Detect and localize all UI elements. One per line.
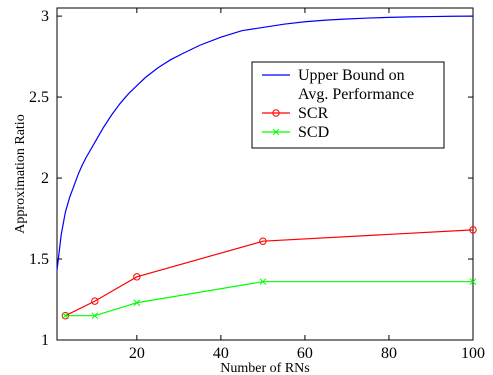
data-point-scd-stroke-b — [91, 312, 99, 320]
y-tick-label: 1.5 — [29, 251, 49, 268]
y-tick-label: 3 — [41, 8, 49, 25]
labels-layer: Number of RNs Approximation Ratio — [13, 114, 310, 375]
data-point-scd-stroke-b — [259, 278, 267, 286]
data-point-scr-circle — [259, 237, 267, 245]
legend-marker-scr-circle — [272, 109, 280, 117]
axes-layer — [56, 7, 474, 341]
x-tick-label: 40 — [213, 345, 229, 362]
legend-label-scr: SCR — [298, 105, 329, 122]
legend-label-scd: SCD — [298, 124, 329, 141]
legend-label-upper-bound-on-avg-performance: Avg. Performance — [298, 86, 414, 103]
legend-layer: Upper Bound on Avg. Performance SCR SCD — [251, 61, 445, 149]
x-axis-title: Number of RNs — [220, 361, 309, 375]
legend-marker-scr — [272, 109, 280, 117]
x-tick-label: 100 — [461, 345, 485, 362]
x-tick-label: 20 — [129, 345, 145, 362]
data-point-scr-circle — [133, 273, 141, 281]
data-point-scd — [259, 278, 267, 286]
series-line-scr — [65, 229, 474, 317]
data-point-scd — [133, 299, 141, 307]
x-tick-label: 80 — [381, 345, 397, 362]
data-point-scr — [133, 273, 141, 281]
data-point-scr-circle — [91, 297, 99, 305]
data-point-scd — [91, 312, 99, 320]
legend-marker-scd-stroke-b — [272, 128, 280, 136]
ticks-layer: 20 40 60 80 100 1 1.5 2 2.5 3 — [29, 8, 485, 362]
data-point-scr — [259, 237, 267, 245]
legend-marker-scd — [272, 128, 280, 136]
data-point-scr — [469, 226, 477, 234]
y-tick-label: 2 — [41, 170, 49, 187]
data-point-scd-stroke-b — [469, 278, 477, 286]
plot-frame — [56, 7, 474, 341]
legend-box — [251, 61, 445, 149]
data-point-scd-stroke-b — [133, 299, 141, 307]
data-point-scd-stroke-b — [62, 312, 69, 320]
x-tick-label: 60 — [297, 345, 313, 362]
series-layer — [56, 15, 477, 320]
y-tick-label: 1 — [41, 332, 49, 349]
y-tick-label: 2.5 — [29, 89, 49, 106]
data-point-scd — [469, 278, 477, 286]
data-point-scd — [62, 312, 69, 320]
data-point-scr-circle — [469, 226, 477, 234]
y-axis-title: Approximation Ratio — [13, 114, 28, 233]
series-line-scd — [65, 281, 473, 317]
series-line-upper-bound-on-avg-performance — [56, 15, 474, 271]
data-point-scr — [91, 297, 99, 305]
legend-label-upper-bound-on-avg-performance: Upper Bound on — [298, 67, 405, 84]
